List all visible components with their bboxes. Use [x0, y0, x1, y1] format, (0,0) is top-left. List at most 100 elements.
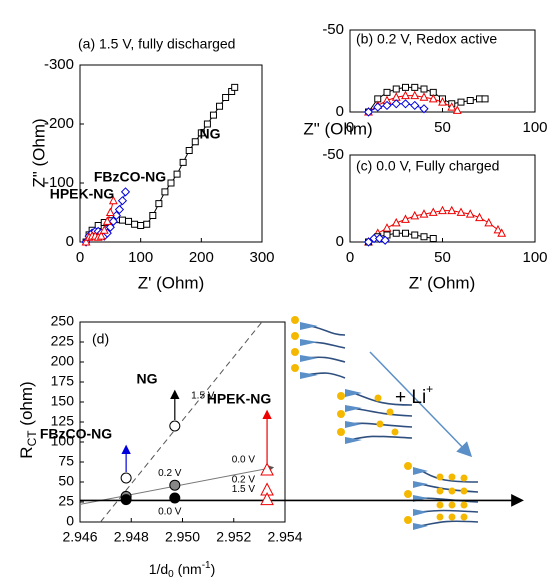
marker: [114, 204, 125, 215]
li-label: + Li+: [395, 382, 433, 408]
marker: [383, 88, 391, 96]
marker: [484, 217, 494, 227]
marker: [120, 472, 132, 484]
marker: [410, 100, 420, 111]
series-label: FBzCO-NG: [94, 169, 166, 185]
chart-title: (c) 0.0 V, Fully charged: [356, 158, 499, 174]
marker: [111, 210, 122, 221]
x-tick-label: 50: [434, 249, 451, 266]
chart-title: (b) 0.2 V, Redox active: [356, 31, 497, 47]
marker: [420, 85, 428, 93]
y-tick-label: 0: [66, 513, 74, 529]
series-label: HPEK-NG: [207, 391, 272, 407]
series-line: [368, 210, 503, 243]
marker: [185, 147, 193, 155]
y-tick-label: 0: [66, 233, 74, 250]
y-tick-label: 250: [51, 313, 75, 329]
marker: [428, 207, 438, 216]
marker: [391, 217, 401, 227]
marker: [429, 235, 437, 243]
marker: [167, 179, 175, 187]
series-label: NG: [200, 126, 221, 142]
marker: [374, 95, 382, 103]
marker: [108, 195, 118, 205]
marker: [456, 207, 466, 216]
marker: [438, 97, 447, 106]
x-tick-label: 2.954: [267, 529, 302, 545]
marker: [179, 158, 187, 166]
marker: [173, 170, 181, 178]
y-axis-label-main: R: [17, 446, 36, 458]
marker: [466, 97, 474, 105]
process-arrow: [369, 351, 473, 458]
marker: [401, 214, 410, 223]
marker: [169, 420, 181, 432]
schematic-ions: [291, 316, 468, 524]
y-tick-label: 125: [51, 413, 75, 429]
y-tick-label: 100: [51, 433, 75, 449]
marker: [402, 229, 409, 237]
marker: [143, 220, 151, 228]
y-tick-label: 200: [51, 353, 75, 369]
point-label: 1.5 V: [232, 484, 256, 495]
x-tick-label: 100: [522, 249, 547, 266]
marker: [410, 90, 420, 100]
marker: [392, 229, 400, 237]
y-tick-label: -50: [322, 21, 344, 38]
x-axis-label-sup: -1: [202, 560, 211, 571]
marker: [260, 462, 274, 476]
marker: [380, 235, 390, 245]
marker: [169, 492, 181, 504]
marker: [420, 233, 428, 241]
marker: [411, 83, 419, 91]
y-tick-label: 175: [51, 373, 75, 389]
y-tick-label: 150: [51, 393, 75, 409]
marker: [161, 188, 169, 196]
marker: [438, 205, 447, 215]
marker: [120, 494, 132, 506]
marker: [465, 209, 475, 218]
x-axis-label: Z' (Ohm): [138, 273, 205, 292]
marker: [411, 231, 419, 239]
x-axis-label: 1/d0 (nm-1): [149, 560, 216, 580]
x-tick-label: 0: [76, 249, 84, 266]
marker: [118, 216, 126, 224]
marker: [216, 102, 224, 110]
marker: [382, 100, 392, 111]
x-tick-label: 100: [522, 119, 547, 136]
marker: [447, 102, 457, 111]
marker: [400, 99, 411, 109]
marker: [94, 221, 102, 229]
marker: [260, 492, 274, 506]
marker: [391, 99, 401, 109]
marker: [457, 98, 465, 106]
marker: [125, 217, 133, 225]
marker: [363, 237, 374, 247]
marker: [481, 95, 489, 103]
y-tick-label: -100: [44, 174, 74, 191]
y-tick-label: -300: [44, 56, 74, 73]
marker: [493, 224, 503, 234]
y-tick-label: 0: [336, 103, 344, 120]
y-axis-label: Z" (Ohm): [303, 119, 372, 138]
y-tick-label: 50: [58, 473, 74, 489]
series-label: FBzCO-NG: [40, 426, 112, 442]
x-tick-label: 2.948: [114, 529, 149, 545]
marker: [209, 111, 217, 119]
y-tick-label: -200: [44, 115, 74, 132]
x-axis-label-sub: 0: [168, 569, 174, 580]
marker: [117, 196, 128, 206]
marker: [81, 237, 91, 246]
chart-title: (d): [92, 331, 109, 347]
marker: [96, 231, 106, 240]
marker: [120, 187, 131, 197]
x-axis-label-rest: ): [211, 561, 216, 577]
schematic: [304, 324, 479, 527]
y-axis-label-sub: CT: [25, 430, 39, 447]
y-axis-label: Z" (Ohm): [29, 118, 48, 187]
marker: [475, 212, 484, 222]
marker: [447, 205, 457, 215]
y-axis-label: RCT (ohm): [17, 381, 39, 458]
x-tick-label: 200: [189, 249, 214, 266]
point-label: 0.0 V: [232, 455, 256, 466]
